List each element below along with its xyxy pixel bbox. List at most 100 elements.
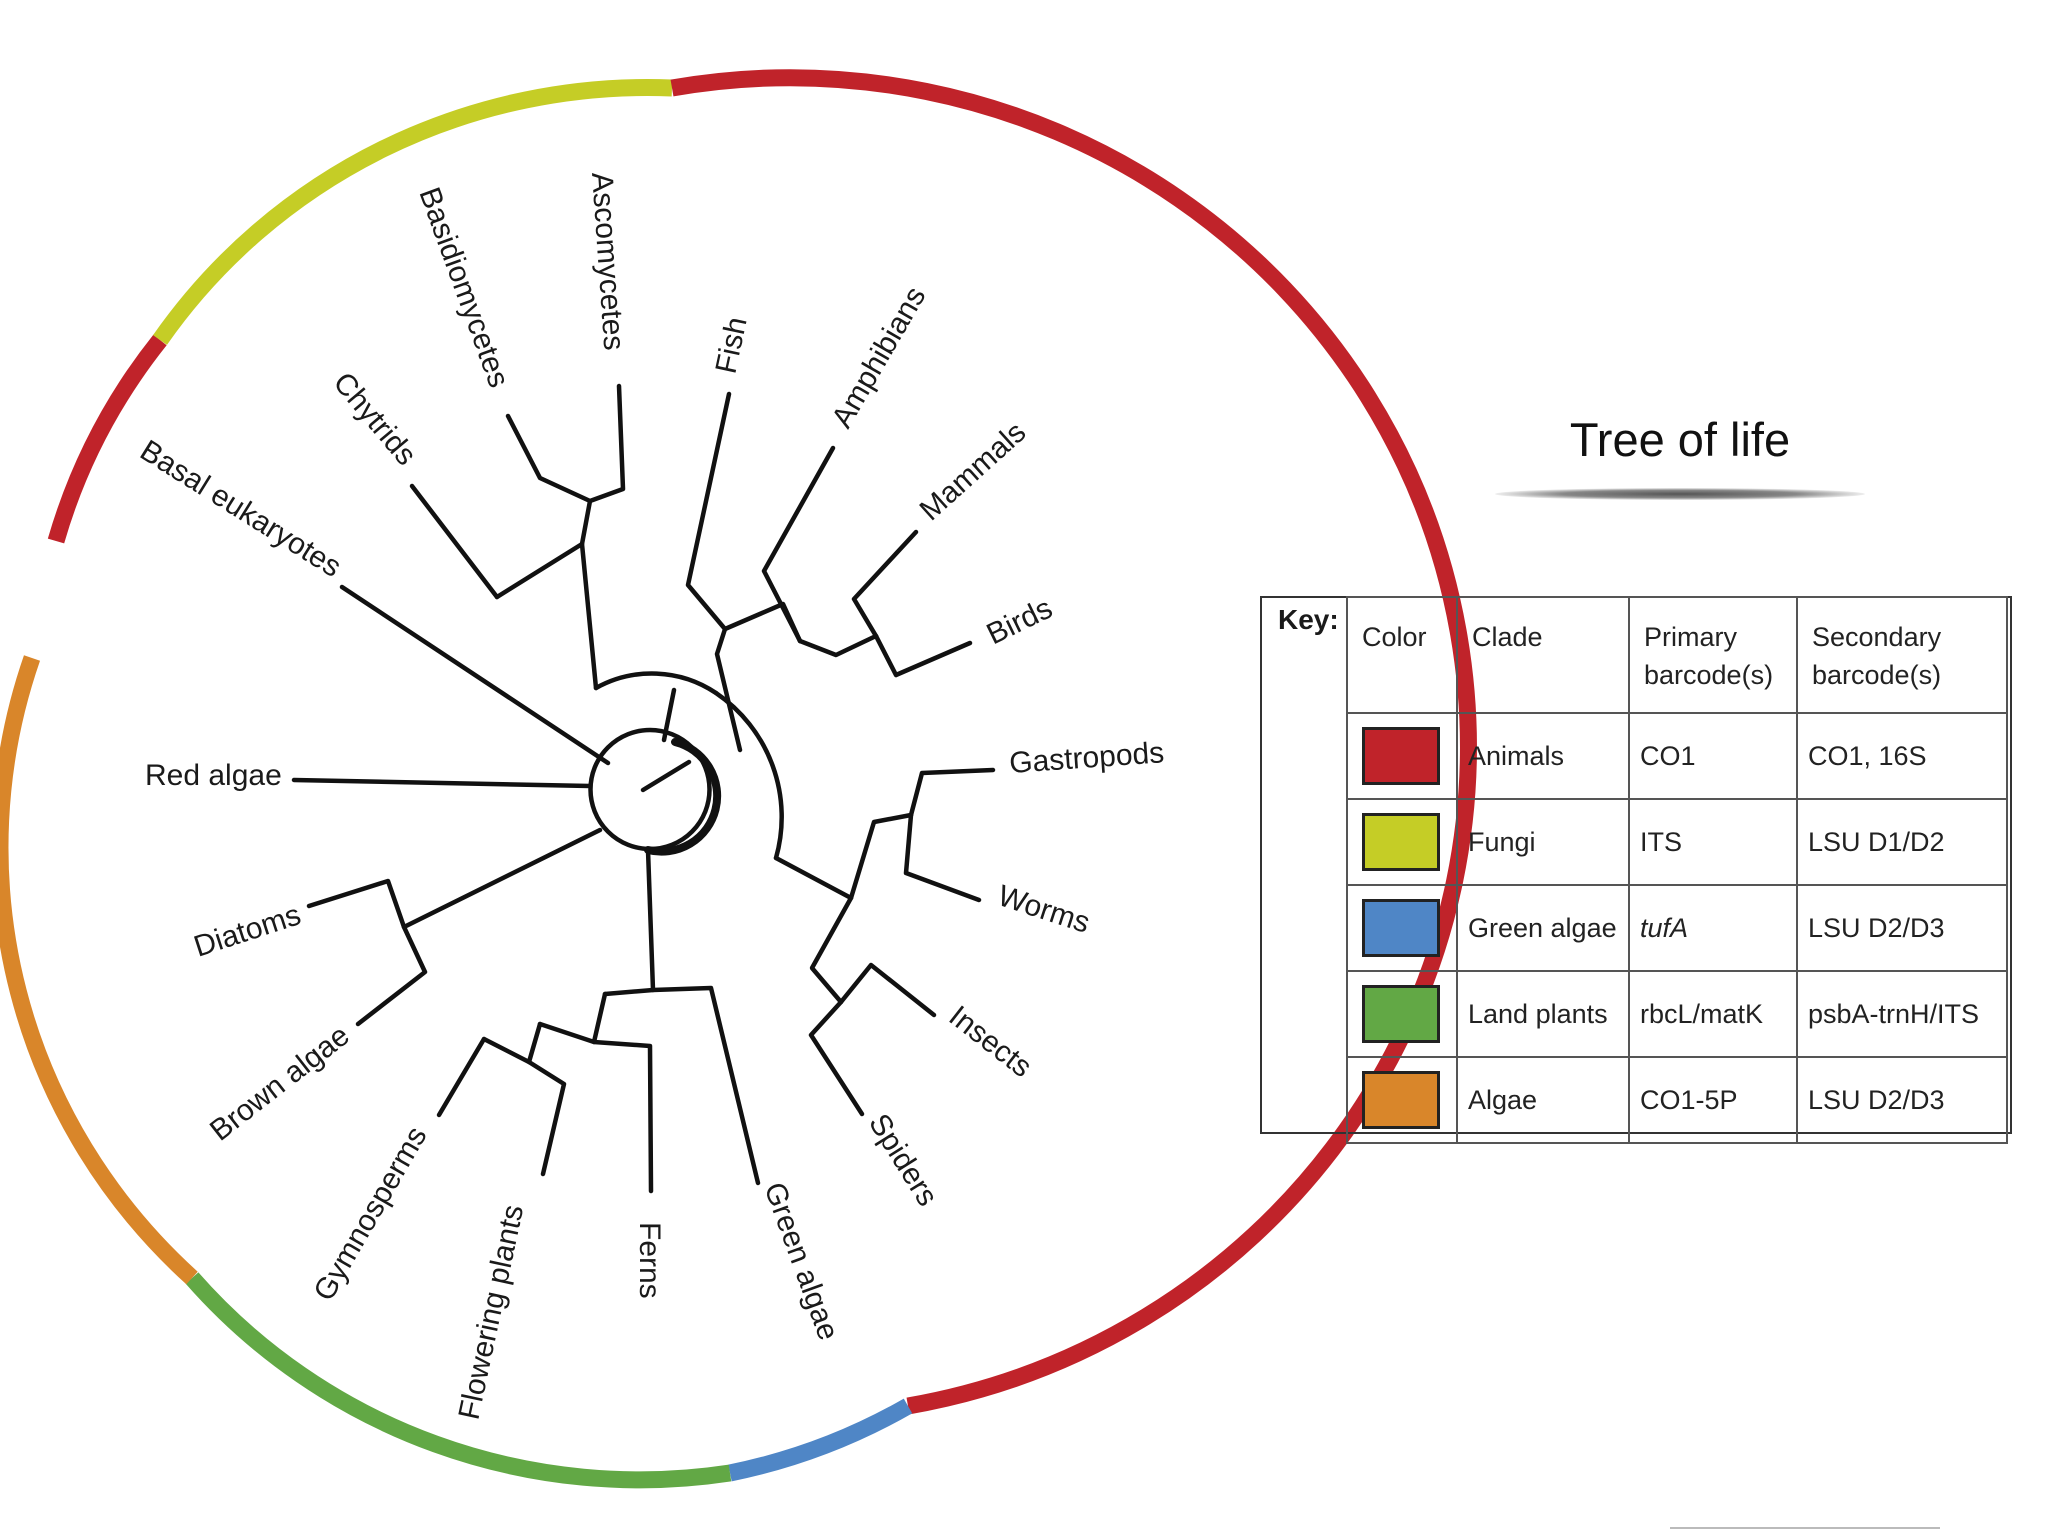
title-underline — [1495, 488, 1865, 500]
branch-chytrids — [409, 483, 500, 600]
key-secondary: LSU D2/D3 — [1796, 884, 2008, 972]
tree-branches — [291, 383, 996, 1194]
label-flowering-plants: Flowering plants — [453, 1202, 531, 1423]
branch-invertebrates — [773, 855, 854, 901]
key-clade: Fungi — [1456, 798, 1630, 886]
color-swatch — [1362, 985, 1440, 1043]
key-row: Fungi ITS LSU D1/D2 — [1346, 798, 2008, 886]
ring-arc-animals-upper — [47, 334, 167, 544]
color-swatch — [1362, 899, 1440, 957]
branch-arthropods — [809, 895, 854, 1005]
diagram-title: Tree of life — [1569, 413, 1791, 466]
header-primary-line1: Primary — [1644, 622, 1737, 652]
key-row: Green algae tufA LSU D2/D3 — [1346, 884, 2008, 972]
key-header-row: Color Clade Primary barcode(s) Secondary… — [1346, 596, 2008, 714]
label-chytrids: Chytrids — [327, 366, 423, 472]
color-swatch — [1362, 813, 1440, 871]
branch-gastropods — [908, 767, 996, 818]
color-swatch — [1362, 727, 1440, 785]
key-color-cell — [1346, 712, 1458, 800]
label-worms: Worms — [994, 879, 1094, 940]
label-gymnosperms: Gymnosperms — [307, 1121, 433, 1306]
label-birds: Birds — [982, 592, 1058, 652]
ring-arc-algae — [0, 655, 198, 1285]
color-swatch — [1362, 1071, 1440, 1129]
fungi-arc — [593, 671, 719, 696]
key-clade: Algae — [1456, 1056, 1630, 1144]
key-secondary: LSU D2/D3 — [1796, 1056, 2008, 1144]
branch-basal-eukaryotes — [339, 584, 611, 766]
branch-basidio-asco — [505, 413, 593, 547]
label-brown-algae: Brown algae — [204, 1019, 356, 1148]
branch-diatoms-brown-algae — [306, 878, 428, 1027]
branch-ascomycetes — [587, 383, 626, 504]
key-color-cell — [1346, 1056, 1458, 1144]
branch-spiders — [808, 999, 865, 1117]
key-clade: Animals — [1456, 712, 1630, 800]
header-secondary: Secondary barcode(s) — [1796, 596, 2008, 714]
label-basal-eukaryotes: Basal eukaryotes — [134, 434, 347, 584]
key-row: Algae CO1-5P LSU D2/D3 — [1346, 1056, 2008, 1144]
branch-birds — [873, 633, 973, 678]
header-secondary-line2: barcode(s) — [1812, 660, 1942, 690]
label-ferns: Ferns — [633, 1222, 666, 1299]
branch-vertebrates — [714, 626, 743, 753]
root-node-thick — [644, 738, 722, 856]
key-color-cell — [1346, 884, 1458, 972]
label-mammals: Mammals — [914, 416, 1033, 528]
divider-line — [1670, 1527, 1940, 1529]
header-clade: Clade — [1456, 596, 1630, 714]
key-color-cell — [1346, 970, 1458, 1058]
branch-amniotes — [797, 633, 879, 658]
label-ascomycetes: Ascomycetes — [585, 171, 630, 351]
label-red-algae: Red algae — [145, 759, 282, 792]
key-clade: Green algae — [1456, 884, 1630, 972]
header-secondary-line1: Secondary — [1812, 622, 1942, 652]
key-table: Color Clade Primary barcode(s) Secondary… — [1346, 596, 2008, 1144]
header-primary: Primary barcode(s) — [1628, 596, 1798, 714]
key-primary: tufA — [1628, 884, 1798, 972]
key-row: Animals CO1 CO1, 16S — [1346, 712, 2008, 800]
fungi-to-root — [661, 687, 677, 743]
branch-seed-plants — [481, 1021, 543, 1065]
ring-arc-land-plants — [185, 1272, 732, 1489]
key-primary: CO1-5P — [1628, 1056, 1798, 1144]
branch-gymnosperms — [436, 1036, 487, 1118]
branch-red-algae — [291, 777, 593, 789]
root-stub — [640, 759, 692, 793]
taxon-labels: Ascomycetes Basidiomycetes Chytrids Basa… — [134, 171, 1165, 1422]
branch-amphibians — [761, 445, 836, 644]
branch-insects — [838, 962, 937, 1018]
label-gastropods: Gastropods — [1008, 736, 1165, 780]
branch-fungi-inner — [494, 541, 599, 691]
branch-fish — [685, 391, 732, 632]
label-diatoms: Diatoms — [190, 898, 305, 963]
key-clade: Land plants — [1456, 970, 1630, 1058]
ring-arc-green-algae — [728, 1398, 913, 1482]
label-green-algae: Green algae — [757, 1178, 844, 1344]
key-color-cell — [1346, 798, 1458, 886]
animals-arc — [713, 690, 784, 861]
key-secondary: psbA-trnH/ITS — [1796, 970, 2008, 1058]
header-primary-line2: barcode(s) — [1644, 660, 1774, 690]
key-label: Key: — [1278, 604, 1339, 635]
label-spiders: Spiders — [862, 1108, 944, 1212]
branch-flowering-plants — [526, 1059, 567, 1177]
label-amphibians: Amphibians — [825, 281, 932, 433]
label-basidiomycetes: Basidiomycetes — [412, 183, 515, 392]
key-secondary: CO1, 16S — [1796, 712, 2008, 800]
label-insects: Insects — [943, 1000, 1038, 1085]
header-color: Color — [1346, 596, 1458, 714]
branch-ferns — [591, 1039, 654, 1194]
key-primary: ITS — [1628, 798, 1798, 886]
label-fish: Fish — [710, 314, 754, 376]
key-secondary: LSU D1/D2 — [1796, 798, 2008, 886]
branch-molluscs-worms — [848, 812, 914, 901]
branch-land-plants — [537, 991, 608, 1045]
plants-stem — [645, 847, 656, 993]
branch-worms — [903, 812, 982, 903]
branch-algae-to-root — [401, 827, 603, 930]
key-primary: rbcL/matK — [1628, 970, 1798, 1058]
branch-mammals — [851, 529, 919, 639]
